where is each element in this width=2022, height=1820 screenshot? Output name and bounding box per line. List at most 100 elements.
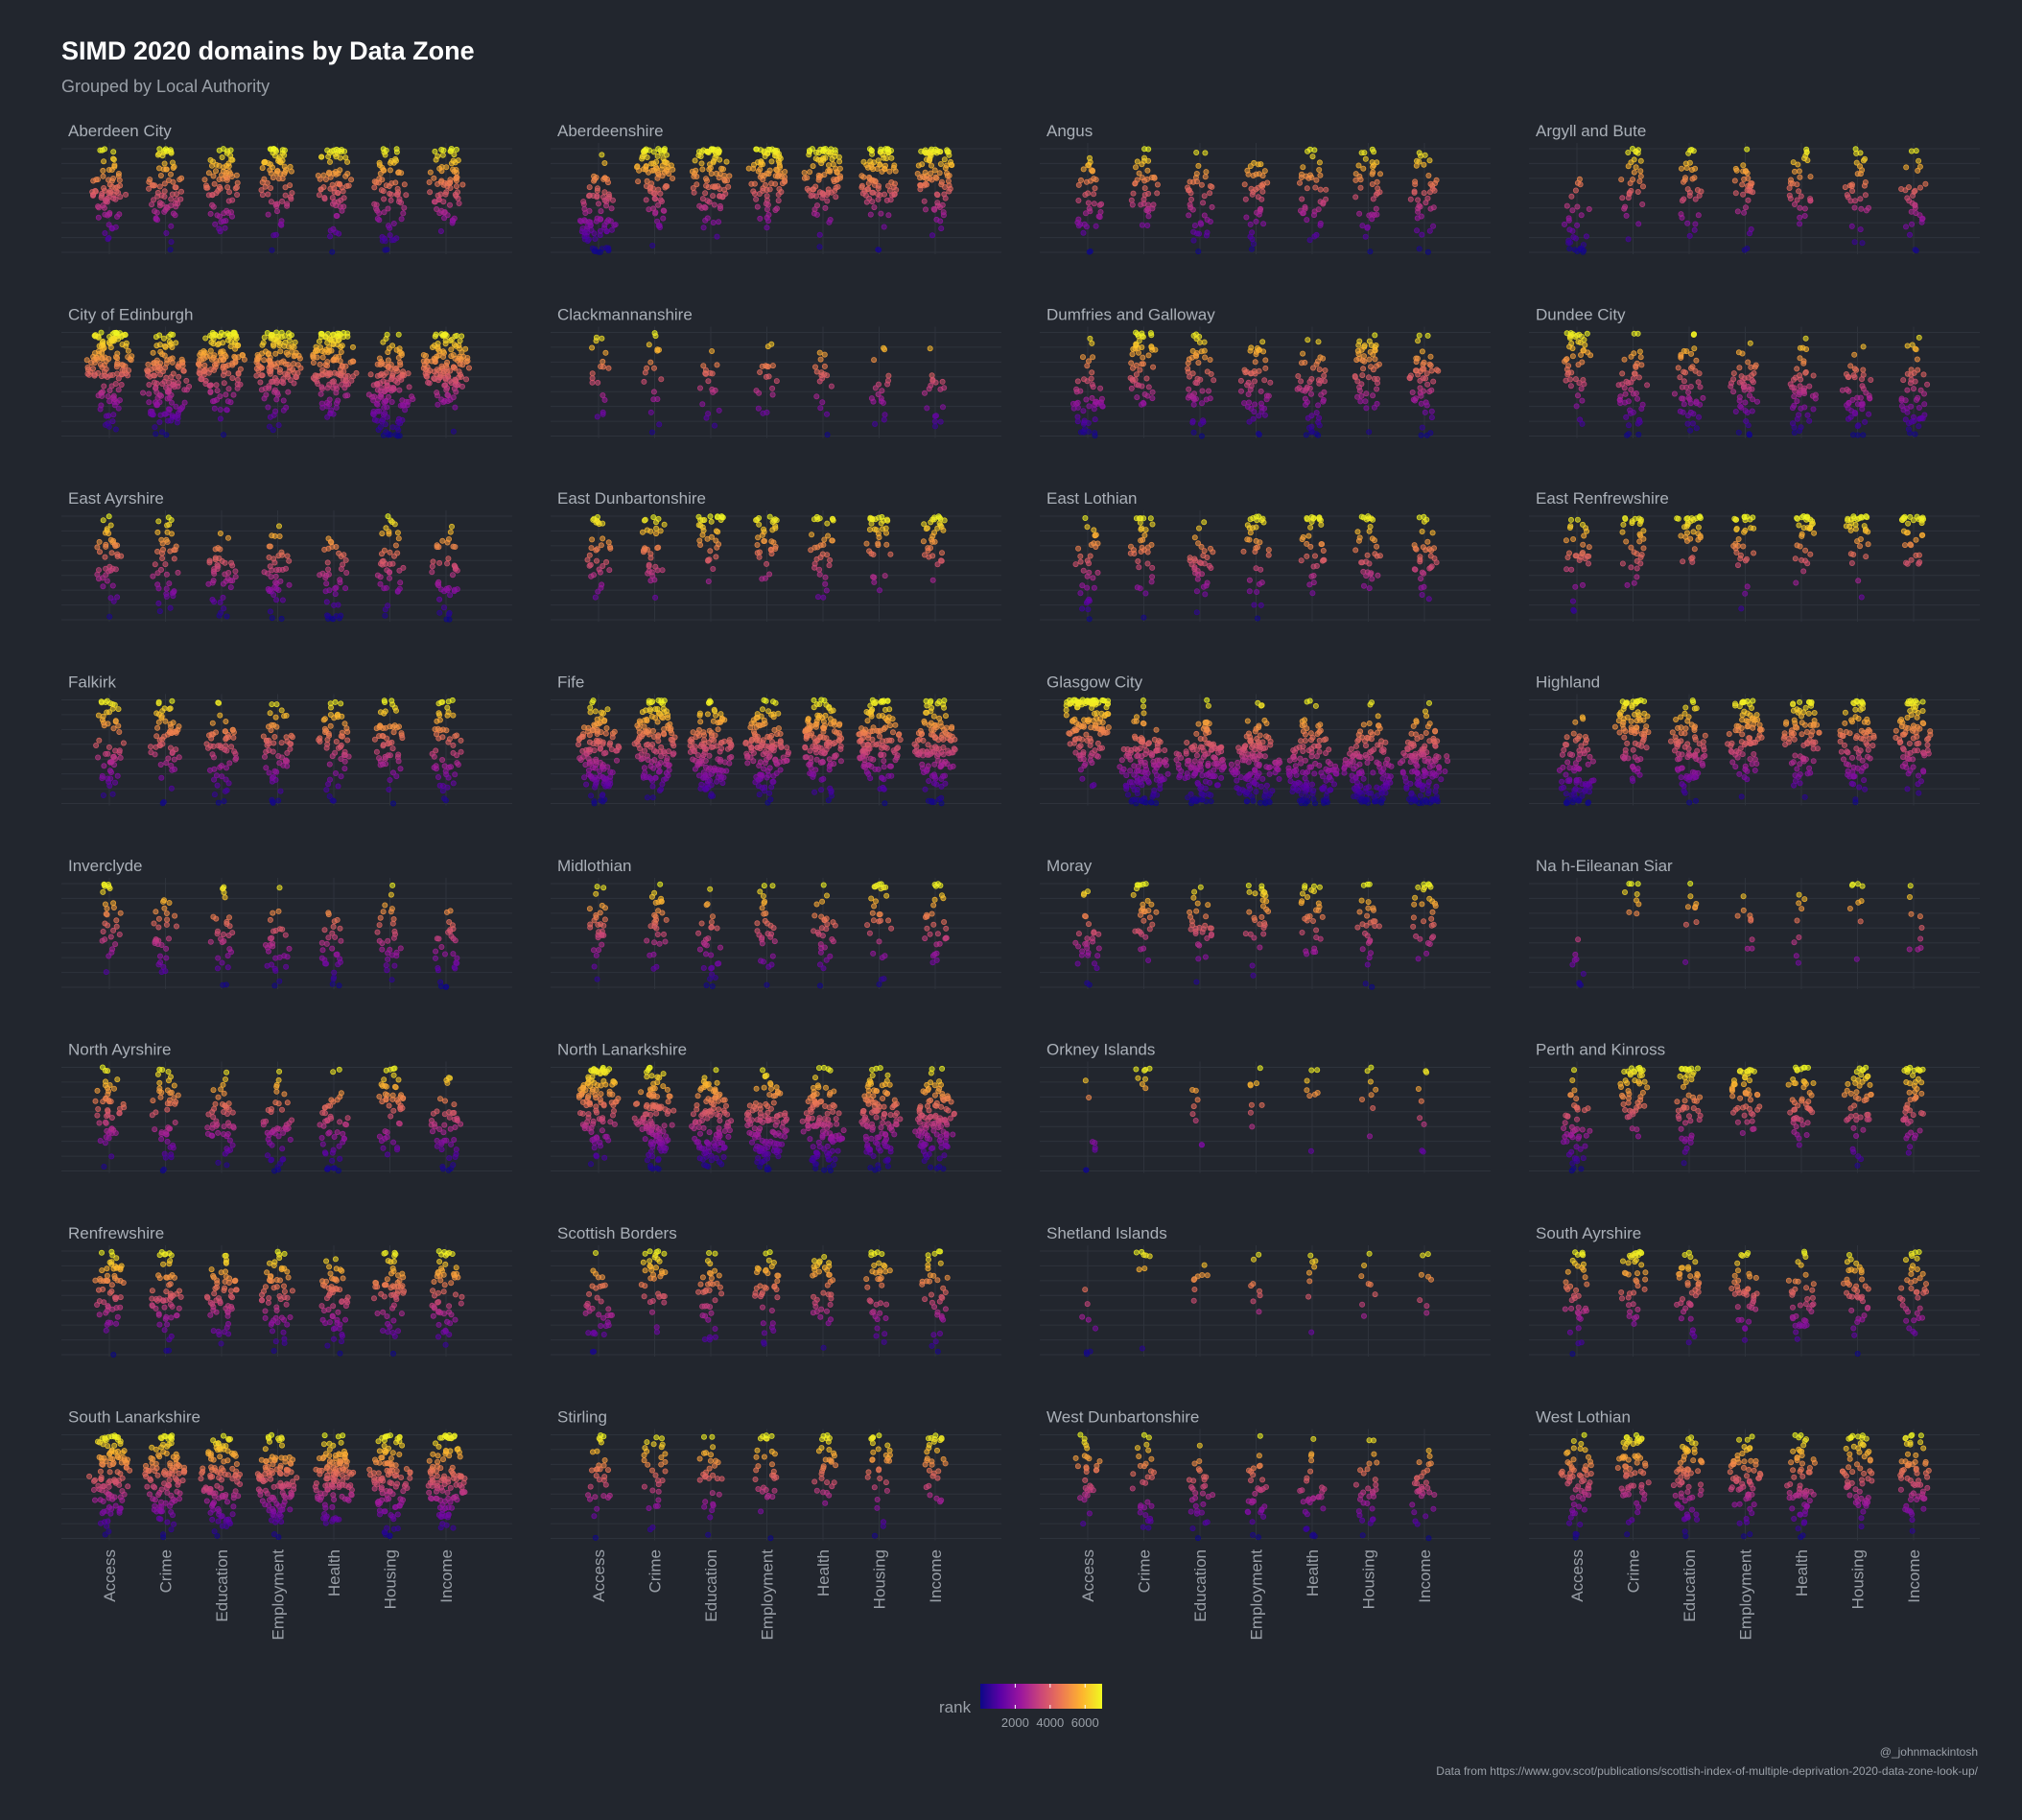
data-point <box>1093 398 1099 405</box>
data-point <box>1430 204 1437 211</box>
data-point <box>1195 360 1202 366</box>
data-point <box>589 344 596 351</box>
data-point <box>381 399 388 406</box>
data-point <box>717 205 724 212</box>
data-point <box>443 189 450 196</box>
data-point <box>271 532 278 539</box>
data-point <box>387 167 393 174</box>
data-point <box>1731 177 1738 184</box>
facet-label: Angus <box>1046 122 1093 140</box>
data-point <box>711 157 717 164</box>
data-point <box>881 154 887 161</box>
data-point <box>1865 529 1871 535</box>
data-point <box>324 372 331 379</box>
data-point <box>436 559 443 566</box>
data-point <box>819 190 826 197</box>
data-point <box>765 218 772 225</box>
data-point <box>1581 532 1587 539</box>
data-point <box>1140 399 1146 406</box>
data-point <box>200 355 207 362</box>
data-point <box>431 753 437 760</box>
data-point <box>1202 354 1209 361</box>
data-point <box>1862 192 1869 199</box>
data-point <box>1370 163 1376 170</box>
data-point <box>333 404 340 411</box>
data-point <box>388 197 394 203</box>
data-point <box>1242 369 1249 376</box>
swarm-education <box>201 146 241 235</box>
data-point <box>325 566 332 573</box>
swarm-employment <box>260 701 295 806</box>
data-point <box>277 788 284 794</box>
data-point <box>1196 525 1203 532</box>
data-point <box>1635 374 1642 381</box>
data-point <box>1582 555 1588 562</box>
data-point <box>647 528 654 534</box>
data-point <box>1360 366 1367 372</box>
data-point <box>161 411 168 417</box>
data-point <box>268 170 274 177</box>
swarm-crime <box>641 330 665 436</box>
data-point <box>1407 196 1414 202</box>
data-point <box>605 365 612 371</box>
data-point <box>333 390 340 396</box>
data-point <box>866 548 873 555</box>
data-point <box>1265 547 1272 554</box>
data-point <box>222 571 228 578</box>
data-point <box>390 729 397 736</box>
data-point <box>398 216 405 223</box>
data-point <box>319 354 326 361</box>
data-point <box>941 156 948 163</box>
data-point <box>606 567 613 574</box>
data-point <box>1370 392 1376 399</box>
data-point <box>385 603 391 609</box>
data-point <box>383 761 389 768</box>
data-point <box>762 153 768 159</box>
data-point <box>232 756 239 763</box>
data-point <box>273 202 280 209</box>
facet-label: Dundee City <box>1536 306 1626 324</box>
data-point <box>1807 551 1814 557</box>
data-point <box>858 173 865 179</box>
data-point <box>210 578 217 584</box>
data-point <box>170 178 176 185</box>
chart-subtitle: Grouped by Local Authority <box>61 77 270 96</box>
data-point <box>441 332 448 339</box>
data-point <box>396 348 403 355</box>
data-point <box>1075 545 1082 552</box>
data-point <box>1581 248 1587 254</box>
data-point <box>1634 188 1641 195</box>
data-point <box>593 334 600 341</box>
data-point <box>1920 371 1927 378</box>
data-point <box>1369 180 1375 187</box>
data-point <box>1133 515 1140 522</box>
data-point <box>462 345 469 352</box>
data-point <box>1185 366 1191 372</box>
data-point <box>341 748 348 755</box>
data-point <box>1088 167 1094 174</box>
data-point <box>1316 159 1323 166</box>
data-point <box>431 765 437 771</box>
data-point <box>1419 529 1425 535</box>
data-point <box>598 542 604 549</box>
data-point <box>178 356 185 363</box>
data-point <box>591 572 598 579</box>
data-point <box>1189 417 1196 424</box>
data-point <box>1311 147 1318 154</box>
data-point <box>1421 161 1427 168</box>
data-point <box>458 748 464 755</box>
data-point <box>382 724 388 731</box>
data-point <box>1298 557 1305 564</box>
data-point <box>320 172 327 178</box>
data-point <box>1584 528 1590 534</box>
data-point <box>1430 223 1437 229</box>
data-point <box>867 211 874 218</box>
facet-east-ayrshire: East Ayrshire <box>61 489 512 623</box>
data-point <box>886 168 893 175</box>
data-point <box>1313 410 1320 416</box>
data-point <box>1730 370 1737 377</box>
data-point <box>449 572 456 579</box>
swarm-housing <box>371 146 410 253</box>
data-point <box>1917 415 1924 422</box>
data-point <box>704 215 711 222</box>
